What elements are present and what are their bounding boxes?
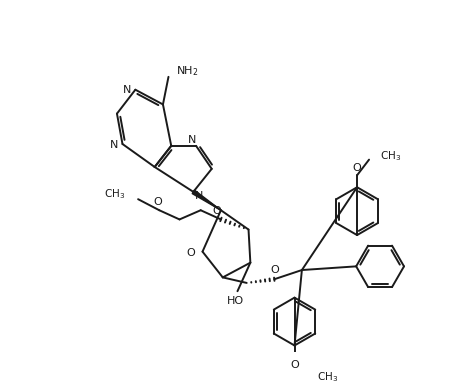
Text: O: O	[290, 360, 299, 370]
Text: HO: HO	[227, 296, 244, 306]
Text: O: O	[186, 248, 195, 258]
Text: N: N	[123, 85, 131, 95]
Text: O: O	[271, 265, 280, 275]
Text: O: O	[213, 206, 222, 216]
Text: CH$_3$: CH$_3$	[317, 370, 338, 381]
Text: O: O	[353, 163, 362, 173]
Text: CH$_3$: CH$_3$	[380, 149, 401, 163]
Text: CH$_3$: CH$_3$	[104, 188, 125, 202]
Text: N: N	[188, 135, 197, 145]
Text: NH$_2$: NH$_2$	[176, 64, 199, 78]
Text: O: O	[153, 197, 162, 207]
Text: N: N	[110, 140, 119, 150]
Text: N: N	[194, 191, 203, 202]
Polygon shape	[192, 190, 221, 210]
